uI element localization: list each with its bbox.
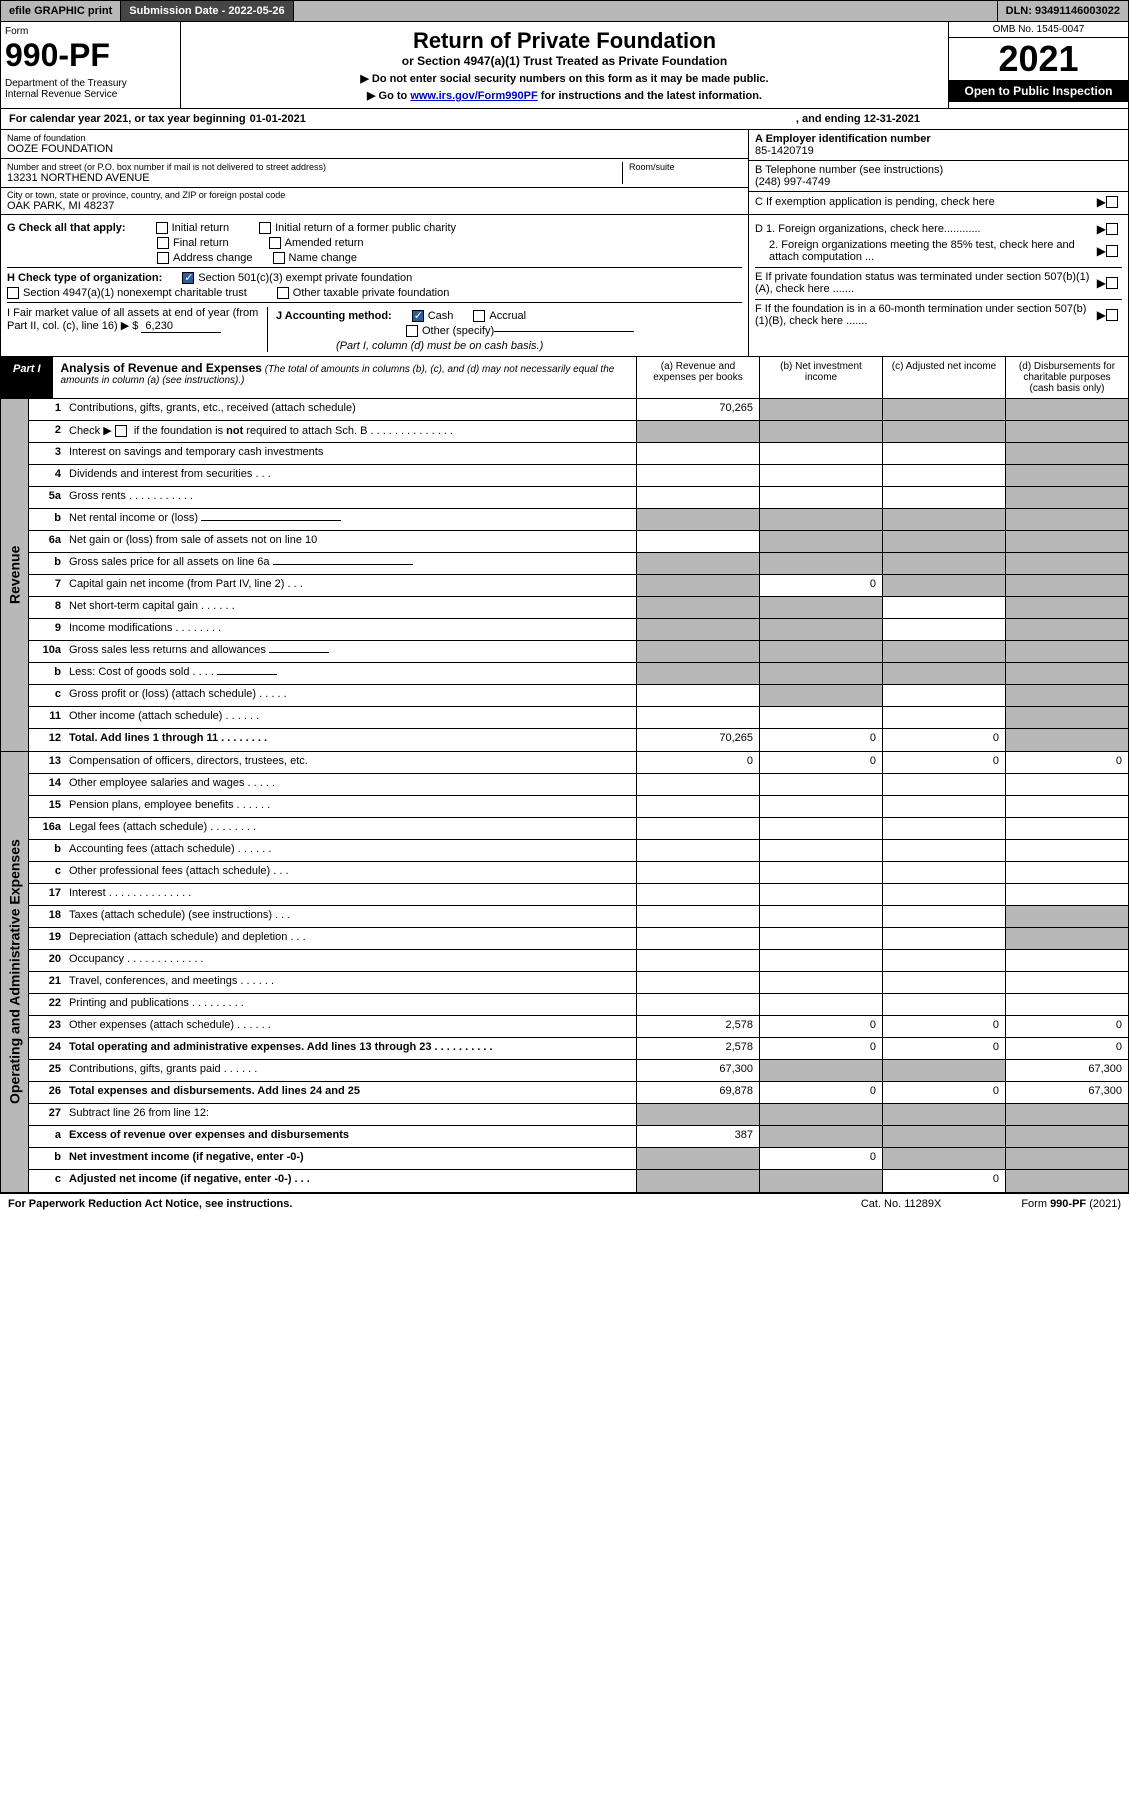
cb-e[interactable] — [1106, 277, 1118, 289]
dept: Department of the Treasury Internal Reve… — [5, 78, 176, 100]
cb-d1[interactable] — [1106, 223, 1118, 235]
c-checkbox[interactable] — [1106, 196, 1118, 208]
ein: 85-1420719 — [755, 145, 1122, 157]
ein-label: A Employer identification number — [755, 133, 1122, 145]
col-a: (a) Revenue and expenses per books — [636, 357, 759, 398]
phone: (248) 997-4749 — [755, 176, 1122, 188]
expenses-side-label: Operating and Administrative Expenses — [1, 752, 29, 1192]
cb-f[interactable] — [1106, 309, 1118, 321]
i-value: 6,230 — [141, 320, 221, 333]
spacer — [294, 1, 998, 21]
revenue-side-label: Revenue — [1, 399, 29, 751]
city-label: City or town, state or province, country… — [7, 190, 742, 200]
efile-label: efile GRAPHIC print — [1, 1, 121, 21]
footer-mid: Cat. No. 11289X — [861, 1198, 942, 1210]
header-right: OMB No. 1545-0047 2021 Open to Public In… — [948, 22, 1128, 108]
cb-name[interactable] — [273, 252, 285, 264]
cb-final[interactable] — [157, 237, 169, 249]
instr-2: ▶ Go to www.irs.gov/Form990PF for instru… — [187, 89, 942, 102]
cb-other-tax[interactable] — [277, 287, 289, 299]
cb-initial-former[interactable] — [259, 222, 271, 234]
year-end-wrap: , and ending 12-31-2021 — [796, 113, 920, 125]
col-c: (c) Adjusted net income — [882, 357, 1005, 398]
revenue-table: Revenue 1Contributions, gifts, grants, e… — [0, 399, 1129, 752]
form-number: 990-PF — [5, 37, 176, 74]
footer-right: Form 990-PF (2021) — [1021, 1198, 1121, 1210]
street-label: Number and street (or P.O. box number if… — [7, 162, 622, 172]
submission-date: Submission Date - 2022-05-26 — [121, 1, 293, 21]
room-label: Room/suite — [629, 162, 742, 172]
year-end: 12-31-2021 — [864, 113, 920, 125]
cb-cash[interactable] — [412, 310, 424, 322]
name-address-block: Name of foundation OOZE FOUNDATION Numbe… — [0, 130, 1129, 215]
footer-left: For Paperwork Reduction Act Notice, see … — [8, 1198, 292, 1210]
dln: DLN: 93491146003022 — [998, 1, 1128, 21]
cb-4947[interactable] — [7, 287, 19, 299]
j-note: (Part I, column (d) must be on cash basi… — [336, 340, 742, 352]
form-subtitle: or Section 4947(a)(1) Trust Treated as P… — [187, 54, 942, 68]
cb-d2[interactable] — [1106, 245, 1118, 257]
open-inspection: Open to Public Inspection — [949, 80, 1128, 102]
arrow-icon: ▶ — [1097, 195, 1106, 209]
tax-year: 2021 — [949, 38, 1128, 80]
form-word: Form — [5, 26, 176, 37]
foundation-name: OOZE FOUNDATION — [7, 143, 742, 155]
g-row: G Check all that apply: Initial return I… — [7, 222, 742, 234]
instr-1: ▶ Do not enter social security numbers o… — [187, 72, 942, 85]
cb-initial[interactable] — [156, 222, 168, 234]
cb-501c3[interactable] — [182, 272, 194, 284]
cb-other-acct[interactable] — [406, 325, 418, 337]
col-d: (d) Disbursements for charitable purpose… — [1005, 357, 1128, 398]
cb-amended[interactable] — [269, 237, 281, 249]
header-left: Form 990-PF Department of the Treasury I… — [1, 22, 181, 108]
omb: OMB No. 1545-0047 — [949, 22, 1128, 38]
cb-address[interactable] — [157, 252, 169, 264]
part1-title-block: Analysis of Revenue and Expenses (The to… — [53, 357, 636, 398]
other-specify-line — [494, 331, 634, 332]
part1-header: Part I Analysis of Revenue and Expenses … — [0, 357, 1129, 399]
form-title: Return of Private Foundation — [187, 28, 942, 54]
ghij-block: G Check all that apply: Initial return I… — [0, 215, 1129, 357]
irs-link[interactable]: www.irs.gov/Form990PF — [410, 90, 537, 102]
form-header: Form 990-PF Department of the Treasury I… — [0, 22, 1129, 109]
header-center: Return of Private Foundation or Section … — [181, 22, 948, 108]
street: 13231 NORTHEND AVENUE — [7, 172, 622, 184]
cb-accrual[interactable] — [473, 310, 485, 322]
name-label: Name of foundation — [7, 133, 742, 143]
top-bar: efile GRAPHIC print Submission Date - 20… — [0, 0, 1129, 22]
year-begin: 01-01-2021 — [250, 113, 306, 125]
city: OAK PARK, MI 48237 — [7, 200, 742, 212]
footer: For Paperwork Reduction Act Notice, see … — [0, 1193, 1129, 1214]
part1-label: Part I — [1, 357, 53, 398]
col-headers: (a) Revenue and expenses per books (b) N… — [636, 357, 1128, 398]
calendar-year-row: For calendar year 2021, or tax year begi… — [0, 109, 1129, 130]
cb-schb[interactable] — [115, 425, 127, 437]
phone-label: B Telephone number (see instructions) — [755, 164, 1122, 176]
col-b: (b) Net investment income — [759, 357, 882, 398]
expenses-table: Operating and Administrative Expenses 13… — [0, 752, 1129, 1193]
c-label: C If exemption application is pending, c… — [755, 196, 1097, 208]
